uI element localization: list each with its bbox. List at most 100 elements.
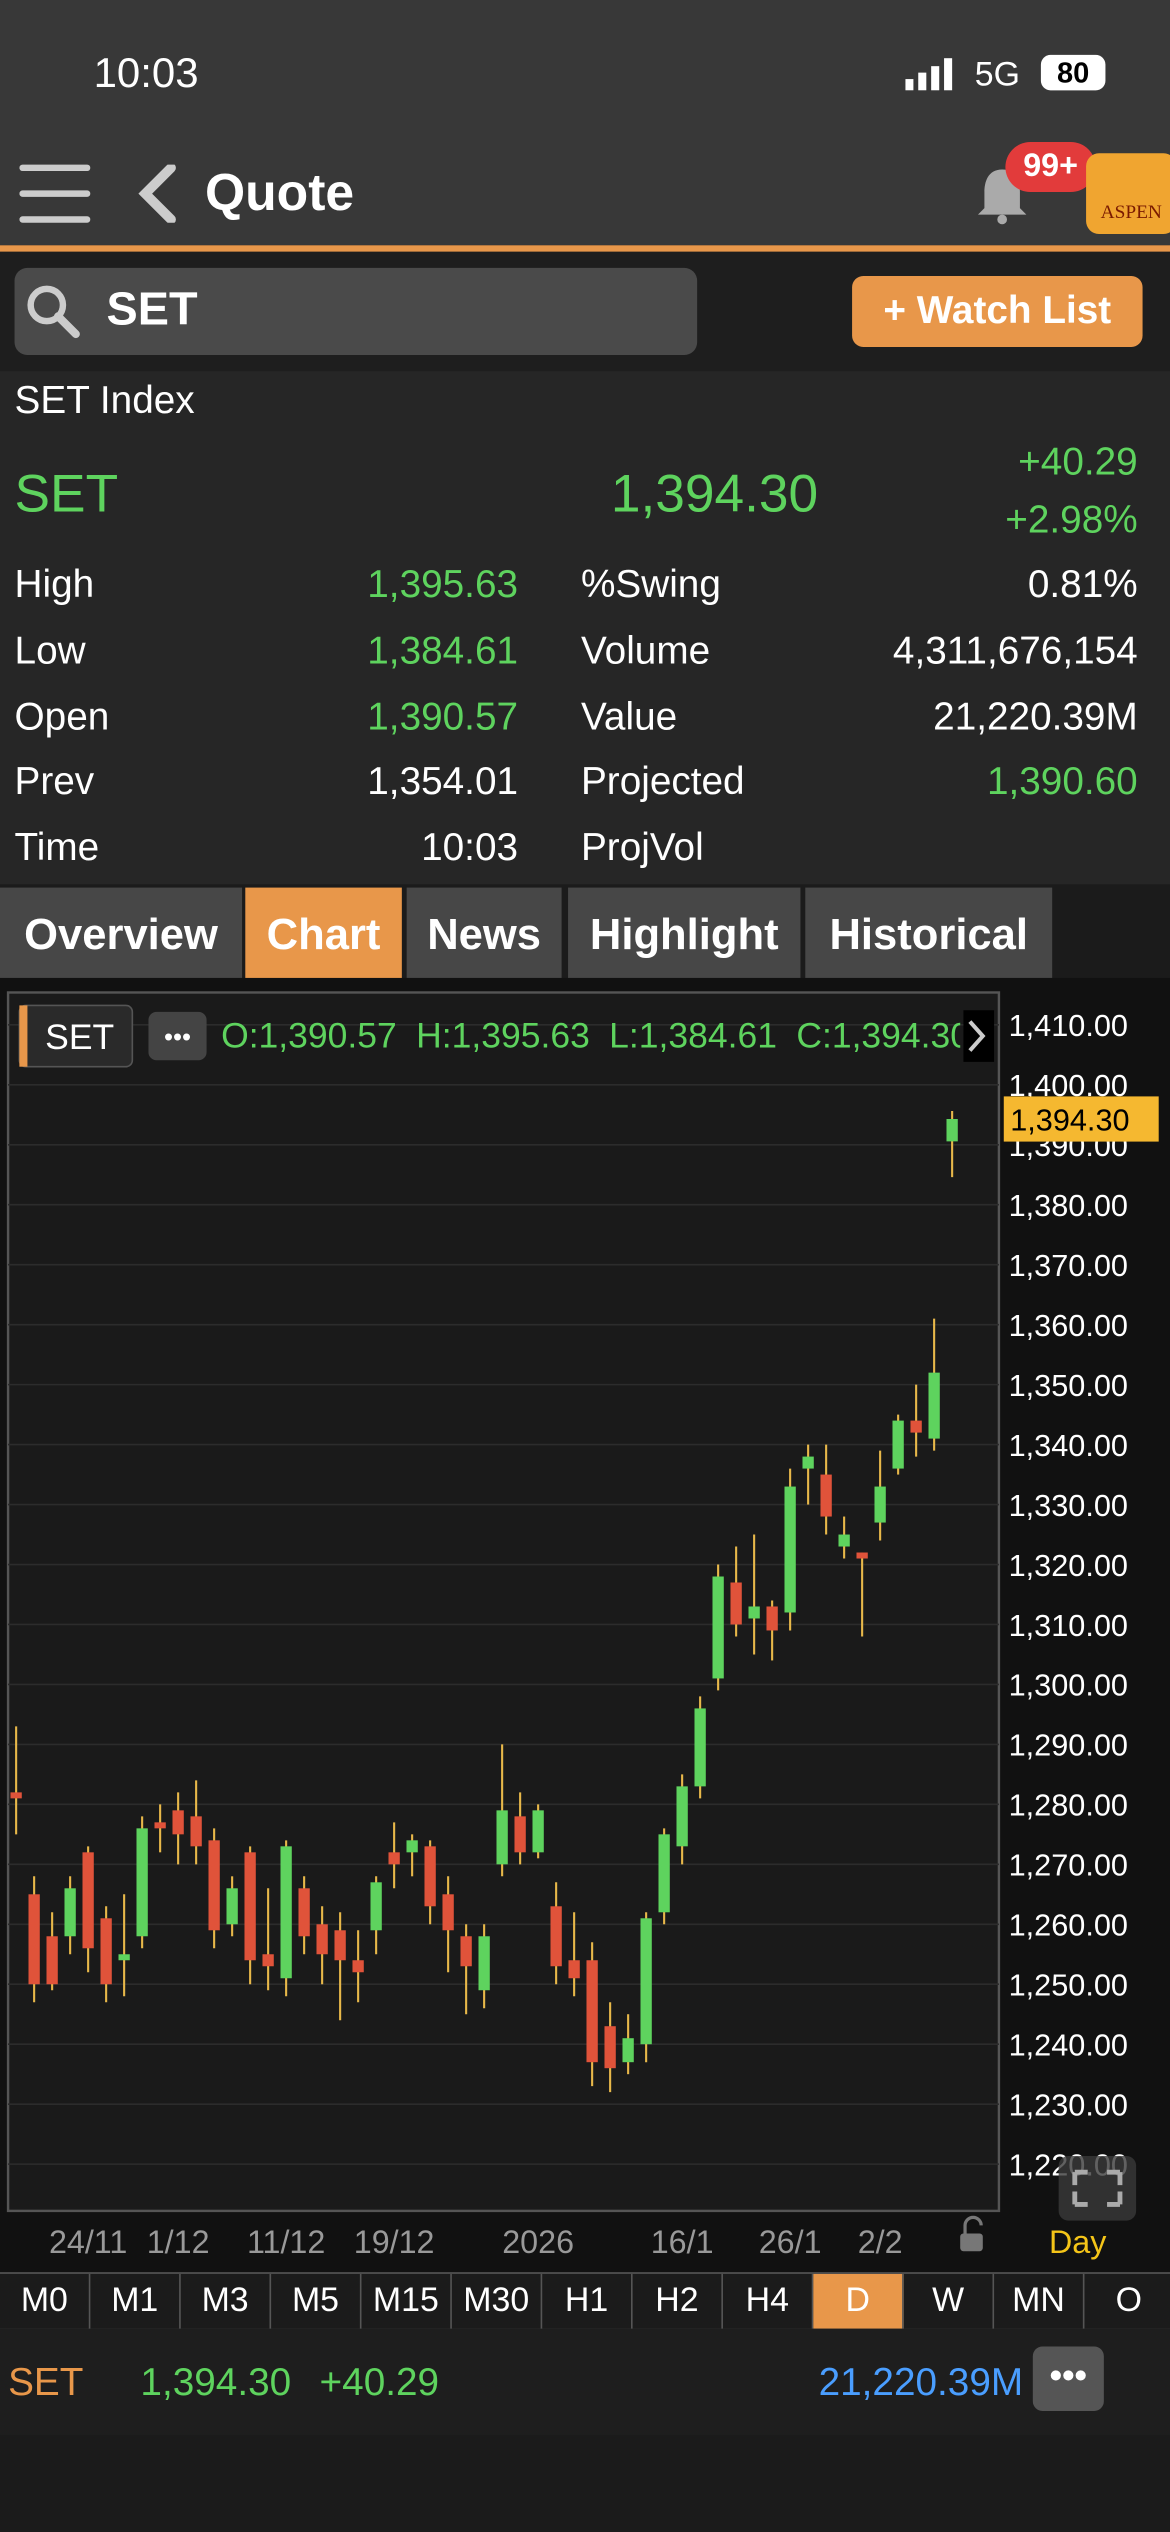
menu-icon[interactable] (19, 161, 91, 226)
search-query: SET (106, 284, 198, 336)
timeframe[interactable]: H2 (633, 2273, 723, 2329)
timeframe[interactable]: M5 (271, 2273, 362, 2329)
candle-body (568, 1960, 580, 1979)
stat-value: 1,390.57 (367, 694, 519, 739)
timeframe[interactable]: H1 (542, 2273, 633, 2329)
more-button[interactable]: ••• (1032, 2346, 1104, 2412)
y-tick-label: 1,410.00 (1009, 1009, 1128, 1043)
timeframe[interactable]: MN (994, 2273, 1085, 2329)
quote-change-pct: +2.98% (1005, 498, 1138, 543)
x-tick-label: 19/12 (354, 2224, 435, 2260)
candle-body (424, 1846, 436, 1907)
candle-body (28, 1894, 40, 1985)
tab[interactable]: Overview (0, 887, 243, 978)
footer-symbol: SET (8, 2360, 84, 2405)
legend-menu (148, 1011, 207, 1061)
candle-body (874, 1486, 886, 1523)
legend-more (963, 1010, 995, 1062)
price-tag-label: 1,394.30 (1010, 1103, 1129, 1137)
candle-body (730, 1582, 742, 1625)
candle-body (550, 1906, 562, 1967)
timeframe[interactable]: M30 (452, 2273, 543, 2329)
timeframe[interactable]: H4 (723, 2273, 814, 2329)
timeframe-bar: M0 M1 M3 M5 M15 M30 H1 H2 H4 D W MN O (0, 2272, 1170, 2331)
quote-name: SET Index (14, 379, 195, 423)
candle-body (244, 1852, 256, 1961)
stat-label: Value (580, 694, 678, 739)
candle-body (820, 1474, 832, 1517)
candle-body (496, 1810, 508, 1865)
timeframe[interactable]: M0 (0, 2273, 91, 2329)
stat-value: 1,384.61 (367, 629, 519, 673)
candle-body (514, 1816, 526, 1853)
y-tick-label: 1,270.00 (1009, 1849, 1128, 1883)
candle-body (784, 1486, 796, 1613)
candle-body (298, 1888, 310, 1937)
footer-change: +40.29 (319, 2360, 440, 2405)
candle-body (460, 1936, 472, 1967)
chart: 1,410.001,400.001,390.001,380.001,370.00… (0, 977, 1170, 2273)
lock-icon (960, 2233, 983, 2252)
search-box[interactable] (14, 267, 698, 356)
timeframe[interactable]: W (904, 2273, 995, 2329)
x-tick-label: 16/1 (651, 2224, 714, 2260)
quote-panel (0, 371, 1170, 885)
tab[interactable]: Chart (245, 887, 402, 978)
candle-body (280, 1846, 292, 1979)
stat-label: High (14, 563, 95, 607)
tab[interactable]: News (406, 887, 562, 978)
x-tick-label: 24/11 (49, 2224, 127, 2260)
network: 5G (974, 56, 1020, 94)
stat-value: 1,395.63 (367, 563, 519, 607)
candle-body (658, 1834, 670, 1913)
candle-body (946, 1118, 958, 1142)
candle-body (352, 1960, 364, 1973)
candle-body (676, 1786, 688, 1847)
tab[interactable]: Highlight (568, 887, 801, 978)
plot-frame (6, 991, 1001, 2213)
candle-body (748, 1606, 760, 1619)
header-divider (0, 245, 1170, 252)
x-tick-label: 2026 (502, 2224, 574, 2260)
timeframe[interactable]: M3 (181, 2273, 272, 2329)
back-icon[interactable] (136, 164, 181, 223)
expand-icon-arrows (1072, 2169, 1123, 2207)
legend-menu-dots: ••• (164, 1024, 191, 1052)
candle-body (10, 1792, 22, 1799)
y-tick-label: 1,310.00 (1009, 1609, 1128, 1643)
battery: 80 (1040, 54, 1106, 91)
y-tick-label: 1,300.00 (1009, 1669, 1128, 1703)
candle-body (118, 1954, 130, 1961)
y-tick-label: 1,350.00 (1009, 1369, 1128, 1403)
candle-body (532, 1810, 544, 1853)
candle-body (136, 1828, 148, 1937)
candle-body (172, 1810, 184, 1835)
tab[interactable]: Historical (805, 887, 1053, 978)
x-tick-label: 2/2 (858, 2224, 903, 2260)
candle-body (208, 1840, 220, 1931)
candle-body (622, 2038, 634, 2063)
timeframe[interactable]: O (1084, 2274, 1170, 2329)
candle-body (46, 1936, 58, 1985)
expand-icon (1058, 2156, 1137, 2221)
candle-body (856, 1552, 868, 1559)
y-tick-label: 1,280.00 (1009, 1789, 1128, 1823)
quote-last: 1,394.30 (610, 463, 819, 523)
x-tick-label: 26/1 (759, 2224, 822, 2260)
y-tick-label: 1,230.00 (1009, 2088, 1128, 2122)
quote-symbol: SET (14, 463, 119, 523)
stat-label: Projected (580, 760, 745, 805)
legend-accent (19, 1005, 28, 1067)
timeframe[interactable]: M15 (361, 2273, 452, 2329)
timeframe[interactable]: D (813, 2273, 904, 2329)
logo[interactable]: ASPEN (1086, 153, 1170, 234)
stat-value: 1,354.01 (367, 760, 519, 805)
legend-ohlc-item: O:1,390.57 (221, 1015, 397, 1055)
candle-body (766, 1606, 778, 1631)
stat-value: 0.81% (1027, 563, 1138, 607)
footer (0, 2328, 1170, 2436)
timeframe[interactable]: M1 (90, 2273, 181, 2329)
candle-body (334, 1930, 346, 1961)
x-tick-label: 1/12 (147, 2224, 210, 2260)
watch-list-button[interactable]: + Watch List (852, 275, 1143, 347)
